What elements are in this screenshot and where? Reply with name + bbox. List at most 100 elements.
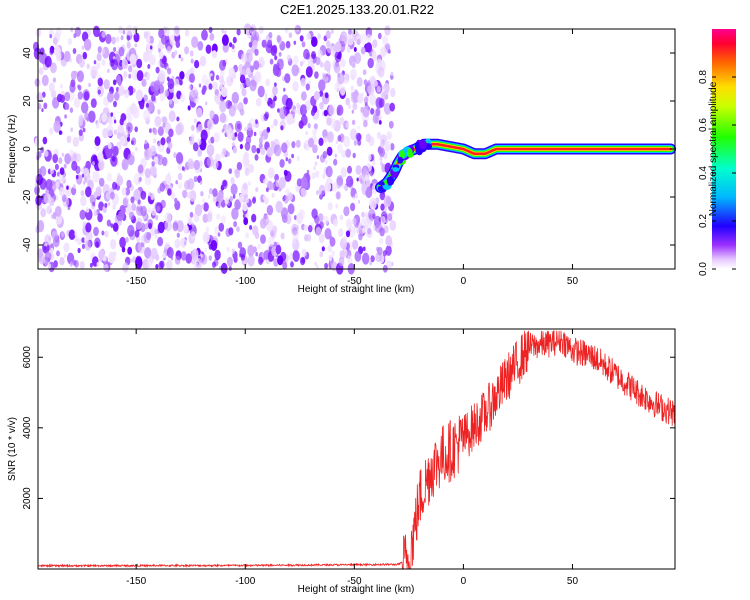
noise-blob	[41, 91, 46, 98]
noise-blob	[124, 60, 127, 66]
noise-blob	[337, 72, 345, 85]
noise-blob	[122, 262, 129, 273]
colorbar	[712, 29, 736, 269]
noise-blob	[275, 200, 283, 213]
noise-blob	[85, 222, 92, 233]
colorbar-tick-label: 0.6	[698, 118, 709, 132]
noise-blob	[144, 71, 150, 81]
noise-blob	[79, 261, 85, 270]
noise-blob	[93, 25, 100, 38]
noise-blob	[335, 191, 341, 200]
noise-blob	[131, 140, 134, 145]
noise-blob	[212, 159, 219, 170]
noise-blob	[59, 83, 63, 89]
noise-blob	[49, 48, 54, 56]
noise-blob	[366, 80, 371, 87]
noise-blob	[209, 110, 215, 120]
noise-blob	[234, 168, 241, 179]
snr-line	[37, 330, 676, 571]
noise-blob	[187, 105, 191, 111]
noise-blob	[189, 73, 195, 83]
noise-blob	[174, 197, 178, 204]
noise-blob	[150, 81, 157, 93]
noise-blob	[268, 236, 275, 247]
noise-blob	[208, 139, 211, 144]
noise-blob	[221, 128, 225, 133]
noise-blob	[177, 172, 183, 181]
noise-blob	[137, 199, 141, 205]
noise-blob	[307, 137, 315, 148]
noise-blob	[346, 46, 351, 53]
y-tick-label: 0	[22, 146, 33, 152]
noise-blob	[129, 53, 137, 65]
noise-blob	[286, 113, 294, 125]
noise-blob	[64, 184, 72, 197]
noise-blob	[197, 123, 203, 132]
noise-blob	[110, 191, 115, 200]
noise-blob	[311, 51, 316, 60]
noise-blob	[247, 254, 255, 267]
noise-blob	[68, 229, 76, 240]
noise-blob	[291, 64, 299, 77]
noise-blob	[272, 85, 278, 96]
noise-blob	[365, 224, 368, 229]
noise-blob	[306, 32, 311, 41]
noise-blob	[139, 101, 145, 110]
noise-blob	[78, 57, 85, 68]
noise-blob	[64, 102, 70, 111]
noise-blob	[316, 155, 320, 160]
spectrogram-y-axis-label: Frequency (Hz)	[7, 115, 18, 184]
spectrogram-noise-field	[33, 23, 397, 275]
noise-blob	[127, 224, 135, 237]
noise-blob	[339, 117, 345, 125]
noise-blob	[39, 165, 47, 177]
noise-blob	[134, 229, 140, 238]
noise-blob	[122, 197, 128, 207]
noise-blob	[314, 71, 319, 79]
noise-blob	[322, 173, 326, 179]
noise-blob	[143, 94, 148, 102]
noise-blob	[63, 242, 70, 253]
noise-blob	[362, 105, 370, 118]
noise-blob	[346, 175, 354, 188]
noise-blob	[98, 249, 105, 260]
noise-blob	[344, 185, 348, 192]
noise-blob	[151, 161, 155, 167]
noise-blob	[222, 147, 227, 156]
noise-blob	[329, 260, 333, 266]
noise-blob	[97, 46, 103, 54]
noise-blob	[154, 228, 158, 235]
noise-blob	[113, 100, 117, 108]
noise-blob	[158, 51, 164, 60]
noise-blob	[130, 196, 135, 204]
noise-blob	[335, 140, 339, 144]
noise-blob	[236, 226, 240, 233]
noise-blob	[240, 82, 245, 90]
noise-blob	[228, 230, 233, 236]
noise-blob	[318, 213, 324, 222]
noise-blob	[326, 117, 332, 126]
noise-blob	[131, 151, 135, 156]
noise-blob	[380, 216, 386, 224]
noise-blob	[238, 193, 245, 203]
noise-blob	[212, 261, 216, 268]
noise-blob	[283, 87, 286, 92]
noise-blob	[34, 185, 40, 196]
noise-blob	[180, 251, 187, 261]
noise-blob	[233, 255, 238, 263]
noise-blob	[101, 48, 105, 55]
noise-blob	[71, 186, 77, 196]
noise-blob	[108, 251, 116, 264]
noise-blob	[326, 131, 335, 143]
noise-blob	[357, 199, 361, 204]
noise-blob	[92, 161, 95, 166]
noise-blob	[269, 58, 274, 65]
noise-blob	[103, 264, 109, 272]
noise-blob	[252, 197, 256, 204]
noise-blob	[345, 97, 351, 106]
noise-blob	[386, 131, 392, 141]
noise-blob	[81, 173, 85, 178]
noise-blob	[272, 225, 278, 234]
noise-blob	[106, 219, 112, 227]
noise-blob	[345, 230, 351, 238]
